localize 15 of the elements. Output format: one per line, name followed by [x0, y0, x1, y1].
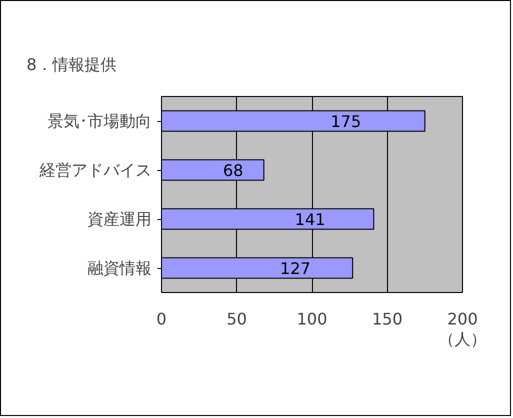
chart-title: 8．情報提供 — [26, 55, 117, 74]
data-label: 175 — [330, 112, 362, 131]
x-tick-label: 50 — [226, 310, 247, 328]
x-tick-label: 0 — [156, 310, 167, 328]
y-tick-label: 融資情報 — [88, 258, 152, 278]
y-tick-label: 景気･市場動向 — [48, 112, 152, 130]
x-tick-label: 100 — [296, 310, 328, 328]
x-tick-label: 150 — [372, 310, 403, 328]
data-label: 127 — [280, 259, 311, 278]
x-axis-title: （人） — [438, 330, 486, 348]
data-label: 141 — [294, 210, 326, 229]
x-tick-label: 200 — [447, 310, 478, 328]
y-tick-label: 経営アドバイス — [38, 160, 152, 180]
y-tick-label: 資産運用 — [88, 210, 152, 228]
data-label: 68 — [222, 161, 244, 180]
